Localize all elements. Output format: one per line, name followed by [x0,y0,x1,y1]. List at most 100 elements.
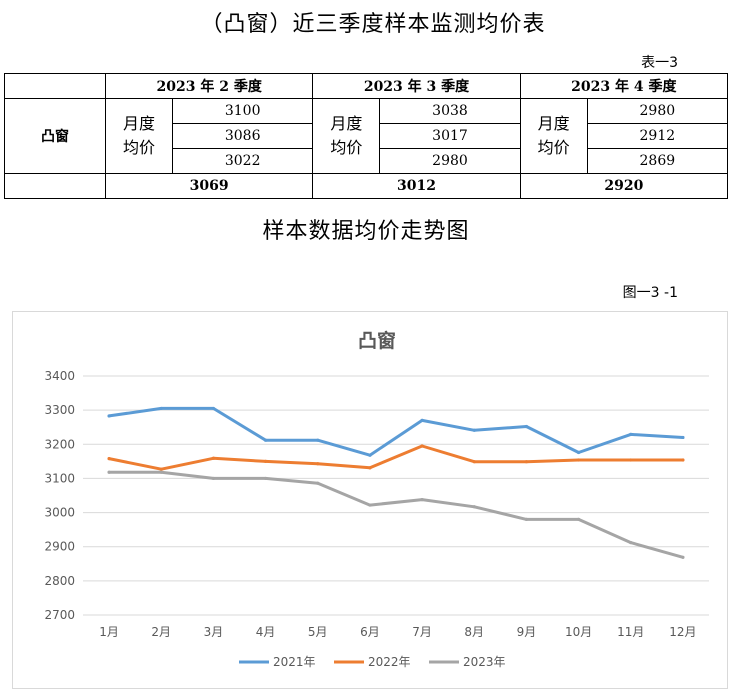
data-point [576,517,581,521]
row-label: 凸窗 [4,98,106,174]
quarter-average-q2: 3069 [104,173,314,199]
quarter-average-q3: 3012 [312,173,521,199]
legend-label: 2023年 [463,655,506,669]
x-tick-label: 12月 [669,625,696,639]
monthly-avg-label-line1: 月度 [330,114,363,133]
data-point [681,555,685,559]
y-tick-label: 2700 [44,608,75,622]
table-average-row: 3069 3012 2920 [4,173,729,199]
monthly-avg-label-line2: 均价 [537,138,570,157]
legend-label: 2021年 [273,655,316,669]
monthly-avg-label-line1: 月度 [122,114,155,133]
data-point [368,466,372,470]
monthly-avg-label-line1: 月度 [537,114,570,133]
x-tick-label: 8月 [464,625,484,639]
y-tick-label: 3100 [44,471,75,485]
table-corner-cell [4,73,106,99]
series-line [107,444,685,471]
data-point [524,424,529,429]
monthly-avg-label-line2: 均价 [122,138,155,157]
y-tick-label: 3300 [44,403,75,417]
table-cell: 3022 [171,148,314,174]
data-point [472,428,476,432]
table-cell: 3100 [171,98,314,124]
data-point [211,476,216,481]
series-line [107,406,685,457]
data-point [524,460,529,464]
data-point [629,458,633,462]
data-point [576,458,581,462]
quarter-header-q4: 2023 年 4 季度 [519,73,729,99]
data-point [629,541,633,545]
data-point [420,497,424,502]
data-point [420,444,424,448]
data-point [107,470,111,474]
x-tick-label: 1月 [99,625,119,639]
chart-section-title: 样本数据均价走势图 [262,219,470,244]
table-row: 3086 3017 2912 [5,123,729,149]
table-row: 3022 2980 2869 [5,148,729,174]
y-tick-label: 2800 [44,574,75,588]
data-point [420,418,424,422]
data-point [368,453,372,457]
line-chart: 凸窗 2700 2800 2900 3000 3100 3200 3300 3400 1月 2月 3… [44,329,709,669]
quarterly-price-table: 2023 年 2 季度 2023 年 3 季度 2023 年 4 季度 凸窗 月… [4,73,729,199]
chart-title: 凸窗 [358,329,396,352]
data-point [681,458,685,462]
data-point [368,503,372,507]
data-point [107,414,111,418]
y-tick-label: 3200 [44,437,75,451]
data-point [263,438,268,442]
y-tick-label: 3400 [44,369,75,383]
x-tick-label: 11月 [617,625,644,639]
data-point [159,467,163,471]
table-cell: 2912 [586,123,729,149]
monthly-avg-label-q3: 月度 均价 [312,98,381,174]
data-point [576,450,581,455]
data-point [263,476,268,481]
series-line [107,470,685,559]
x-tick-label: 3月 [204,625,224,639]
x-tick-label: 5月 [308,625,328,639]
data-point [681,435,685,440]
data-point [316,481,320,485]
monthly-avg-label-line2: 均价 [330,138,363,157]
data-point [524,517,529,521]
figure-number: 图一3 -1 [622,285,678,301]
table-cell: 3017 [379,123,521,149]
table-blank-cell [4,173,106,199]
x-tick-label: 2月 [151,625,171,639]
data-point [211,456,216,460]
data-point [629,432,633,436]
table-header-row: 2023 年 2 季度 2023 年 3 季度 2023 年 4 季度 [4,73,729,99]
data-point [107,457,111,461]
x-tick-label: 7月 [412,625,432,639]
legend-label: 2022年 [368,655,411,669]
data-point [316,438,320,442]
x-tick-label: 6月 [360,625,380,639]
monthly-avg-label-q2: 月度 均价 [105,98,173,174]
quarter-header-q2: 2023 年 2 季度 [104,73,314,99]
data-point [211,406,216,411]
table-row: 凸窗 月度均价 3100 月度均价 3038 月度均价 2980 [4,98,729,174]
quarter-average-q4: 2920 [519,173,729,199]
x-tick-label: 10月 [565,625,592,639]
table-cell: 3038 [379,98,521,124]
x-tick-label: 9月 [517,625,537,639]
table-cell: 2980 [586,98,729,124]
y-tick-label: 3000 [44,506,75,520]
y-tick-label: 2900 [44,540,75,554]
table-cell: 3086 [171,123,314,149]
page-title: （凸窗）近三季度样本监测均价表 [200,12,546,37]
table-cell: 2980 [379,148,521,174]
data-point [472,505,476,509]
quarter-header-q3: 2023 年 3 季度 [312,73,521,99]
data-point [159,470,163,474]
data-point [472,460,476,464]
chart-area: 凸窗 2700 2800 2900 3000 3100 3200 3300 3400 1月 2月 3… [12,311,728,689]
table-number: 表一3 [641,55,678,71]
x-tick-label: 4月 [256,625,276,639]
data-point [159,406,163,411]
table-cell: 2869 [586,148,729,174]
data-point [263,459,268,463]
